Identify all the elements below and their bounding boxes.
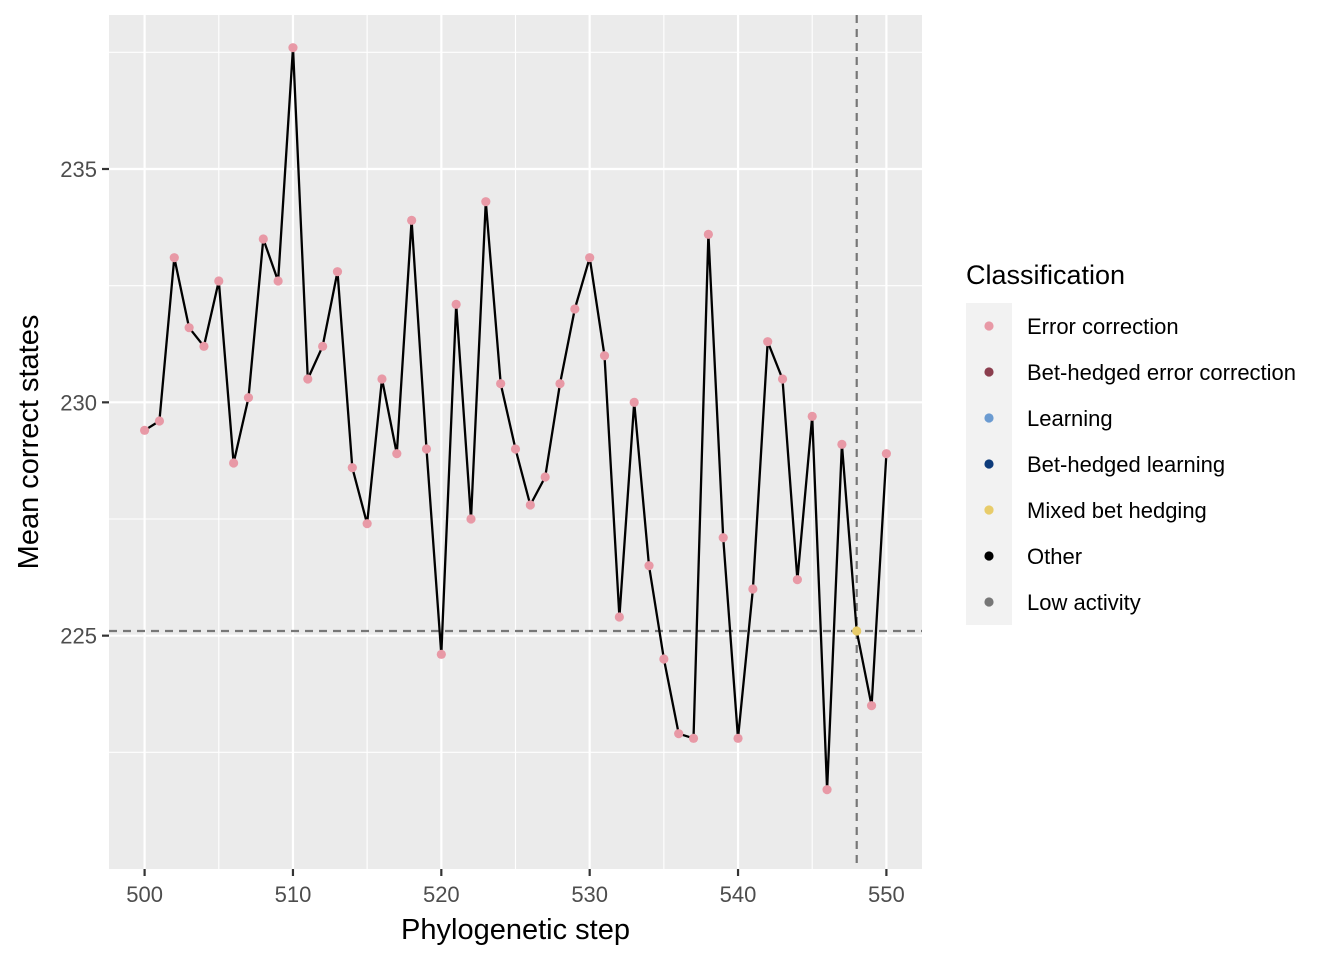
data-point [169, 253, 179, 263]
data-point [540, 472, 550, 482]
legend-label: Error correction [1027, 314, 1179, 339]
legend: Classification Error correction Bet-hedge… [966, 260, 1296, 625]
data-point [644, 561, 654, 571]
legend-key [984, 459, 994, 469]
data-point [496, 379, 506, 389]
y-tick-label: 225 [60, 624, 97, 649]
data-point [555, 379, 565, 389]
legend-key [984, 321, 994, 331]
legend-label: Low activity [1027, 590, 1141, 615]
data-point [392, 449, 402, 459]
data-point [629, 397, 639, 407]
data-point [407, 215, 417, 225]
data-point [303, 374, 313, 384]
data-point [807, 411, 817, 421]
data-point [852, 626, 862, 636]
data-point [229, 458, 239, 468]
legend-key [984, 597, 994, 607]
legend-label: Bet-hedged learning [1027, 452, 1225, 477]
legend-key [984, 551, 994, 561]
x-tick-label: 500 [126, 882, 163, 907]
data-point [318, 341, 328, 351]
data-point [481, 197, 491, 207]
data-point [199, 341, 209, 351]
data-point [748, 584, 758, 594]
data-points [140, 43, 891, 795]
data-point [585, 253, 595, 263]
legend-key [984, 505, 994, 515]
data-point [288, 43, 298, 53]
x-tick-label: 510 [275, 882, 312, 907]
y-axis-title: Mean correct states [13, 315, 45, 570]
data-point [184, 323, 194, 333]
x-tick-label: 520 [423, 882, 460, 907]
legend-label: Learning [1027, 406, 1113, 431]
data-point [421, 444, 432, 454]
data-point [703, 229, 713, 239]
data-point [763, 337, 773, 347]
data-point [525, 500, 535, 510]
reference-lines [109, 15, 922, 869]
grid-minor [109, 15, 922, 869]
data-point [510, 444, 521, 454]
y-tick-label: 230 [60, 390, 97, 415]
data-point [258, 234, 268, 244]
data-point [451, 299, 461, 309]
data-point [570, 304, 580, 314]
data-point [733, 733, 743, 743]
legend-title: Classification [966, 260, 1125, 290]
x-tick-label: 550 [868, 882, 905, 907]
data-point [154, 416, 165, 426]
data-point [688, 733, 699, 743]
x-axis-title: Phylogenetic step [401, 914, 630, 946]
legend-key [984, 413, 994, 423]
data-point [214, 276, 224, 286]
data-point [718, 533, 728, 543]
data-point [866, 701, 877, 711]
data-point [614, 612, 624, 622]
data-point [362, 519, 372, 529]
data-point [243, 393, 254, 403]
grid-major [109, 15, 922, 869]
axes: 500 510 520 530 540 550 225 230 235 [60, 157, 904, 907]
data-point [347, 463, 357, 473]
data-point [777, 374, 788, 384]
data-point [599, 351, 610, 361]
data-point [436, 649, 446, 659]
data-point [881, 449, 891, 459]
y-tick-label: 235 [60, 157, 97, 182]
x-tick-label: 530 [571, 882, 608, 907]
data-point [659, 654, 669, 664]
legend-label: Other [1027, 544, 1082, 569]
x-tick-label: 540 [720, 882, 757, 907]
data-point [273, 276, 283, 286]
data-point [377, 374, 387, 384]
legend-label: Mixed bet hedging [1027, 498, 1207, 523]
data-point [466, 514, 476, 524]
data-point [332, 267, 343, 277]
legend-key [984, 367, 994, 377]
data-point [792, 575, 802, 585]
data-point [837, 439, 847, 449]
data-point [140, 425, 150, 435]
data-point [822, 785, 832, 795]
data-point [674, 729, 684, 739]
legend-label: Bet-hedged error correction [1027, 360, 1296, 385]
